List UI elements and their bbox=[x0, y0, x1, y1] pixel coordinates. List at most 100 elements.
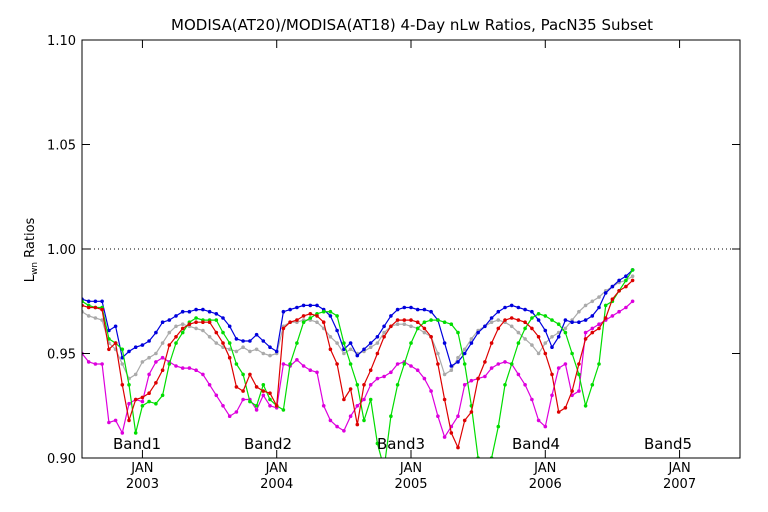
data-point-band2 bbox=[160, 368, 165, 373]
data-point-band2 bbox=[705, 0, 709, 2]
data-point-band5 bbox=[86, 360, 91, 364]
data-point-band5 bbox=[563, 362, 568, 366]
data-point-band2 bbox=[429, 335, 433, 339]
data-point-band2 bbox=[718, 0, 722, 2]
data-point-band4 bbox=[469, 337, 474, 341]
data-point-band1 bbox=[160, 393, 165, 398]
data-point-band4 bbox=[732, 0, 736, 2]
data-point-band4 bbox=[382, 330, 386, 335]
data-point-band2 bbox=[449, 431, 454, 435]
data-point-band1 bbox=[658, 0, 662, 2]
data-point-band3 bbox=[469, 341, 474, 345]
data-point-band4 bbox=[698, 0, 702, 2]
data-point-band1 bbox=[597, 362, 601, 366]
data-point-band2 bbox=[281, 326, 286, 331]
data-point-band1 bbox=[483, 477, 487, 481]
data-point-band2 bbox=[563, 406, 568, 410]
y-tick-label: 0.90 bbox=[47, 452, 76, 467]
data-point-band2 bbox=[227, 355, 232, 360]
data-point-band5 bbox=[281, 362, 286, 366]
data-point-band3 bbox=[227, 324, 232, 329]
data-point-band1 bbox=[456, 330, 460, 335]
data-point-band2 bbox=[268, 391, 272, 396]
data-point-band4 bbox=[342, 351, 346, 356]
data-point-band2 bbox=[154, 381, 158, 385]
data-point-band1 bbox=[214, 318, 219, 322]
data-point-band5 bbox=[630, 299, 635, 304]
data-point-band4 bbox=[583, 303, 588, 308]
y-tick-label: 1.00 bbox=[47, 243, 76, 258]
data-point-band2 bbox=[254, 385, 259, 389]
data-point-band1 bbox=[342, 341, 346, 345]
data-point-band3 bbox=[93, 299, 98, 304]
data-point-band3 bbox=[113, 324, 118, 329]
data-point-band5 bbox=[355, 404, 360, 408]
data-point-band4 bbox=[133, 372, 138, 377]
data-point-band1 bbox=[120, 347, 125, 352]
data-point-band1 bbox=[624, 278, 628, 283]
data-point-band5 bbox=[523, 383, 527, 387]
data-point-band5 bbox=[389, 370, 393, 375]
data-point-band4 bbox=[100, 318, 104, 322]
data-point-band2 bbox=[261, 389, 266, 393]
x-tick-year: 2007 bbox=[663, 477, 696, 492]
data-point-band1 bbox=[362, 418, 366, 423]
data-point-band3 bbox=[429, 309, 433, 314]
data-point-band5 bbox=[658, 0, 662, 2]
data-point-band2 bbox=[362, 383, 366, 387]
data-point-band4 bbox=[644, 0, 648, 2]
data-point-band5 bbox=[295, 358, 299, 362]
data-point-band3 bbox=[530, 309, 534, 314]
data-point-band5 bbox=[315, 370, 319, 375]
data-point-band3 bbox=[382, 324, 386, 329]
data-point-band1 bbox=[221, 330, 225, 335]
data-point-band4 bbox=[691, 0, 695, 2]
data-point-band3 bbox=[536, 318, 541, 322]
data-point-band2 bbox=[409, 318, 413, 322]
data-point-band3 bbox=[610, 284, 615, 289]
data-point-band2 bbox=[315, 314, 319, 318]
data-point-band1 bbox=[644, 0, 648, 2]
data-point-band2 bbox=[342, 397, 346, 402]
data-point-band5 bbox=[516, 372, 521, 377]
data-point-band4 bbox=[315, 320, 319, 325]
data-point-band5 bbox=[342, 429, 346, 433]
data-point-band5 bbox=[100, 362, 104, 366]
data-point-band3 bbox=[214, 312, 219, 316]
data-point-band4 bbox=[174, 324, 178, 329]
data-point-band5 bbox=[489, 366, 494, 370]
legend-label-band2: Band2 bbox=[244, 435, 292, 453]
data-point-band1 bbox=[261, 383, 266, 387]
data-point-band4 bbox=[563, 326, 568, 331]
data-point-band3 bbox=[590, 314, 595, 318]
data-point-band3 bbox=[617, 278, 621, 283]
data-point-band2 bbox=[86, 305, 91, 310]
data-point-band5 bbox=[556, 366, 561, 370]
data-point-band5 bbox=[617, 309, 621, 314]
x-tick-month: JAN bbox=[399, 461, 422, 476]
data-point-band5 bbox=[348, 414, 353, 419]
data-point-band5 bbox=[234, 410, 239, 414]
data-point-band1 bbox=[516, 341, 521, 345]
data-point-band3 bbox=[556, 335, 561, 339]
data-point-band2 bbox=[442, 397, 447, 402]
series-line-band2 bbox=[82, 279, 634, 450]
data-point-band4 bbox=[214, 341, 219, 345]
data-point-band5 bbox=[180, 366, 185, 370]
data-point-band2 bbox=[274, 404, 279, 408]
data-point-band4 bbox=[368, 345, 373, 350]
data-point-band1 bbox=[194, 316, 198, 320]
data-point-band3 bbox=[355, 353, 360, 358]
data-point-band4 bbox=[577, 309, 581, 314]
data-point-band1 bbox=[308, 316, 313, 320]
data-point-band2 bbox=[638, 0, 642, 2]
data-point-band1 bbox=[536, 312, 541, 316]
data-point-band4 bbox=[268, 353, 272, 358]
data-point-band5 bbox=[120, 431, 125, 435]
data-point-band3 bbox=[274, 349, 279, 354]
data-point-band2 bbox=[395, 318, 400, 322]
data-point-band1 bbox=[563, 330, 568, 335]
data-point-band4 bbox=[409, 324, 413, 329]
data-point-band3 bbox=[201, 307, 205, 312]
data-point-band4 bbox=[590, 299, 595, 304]
